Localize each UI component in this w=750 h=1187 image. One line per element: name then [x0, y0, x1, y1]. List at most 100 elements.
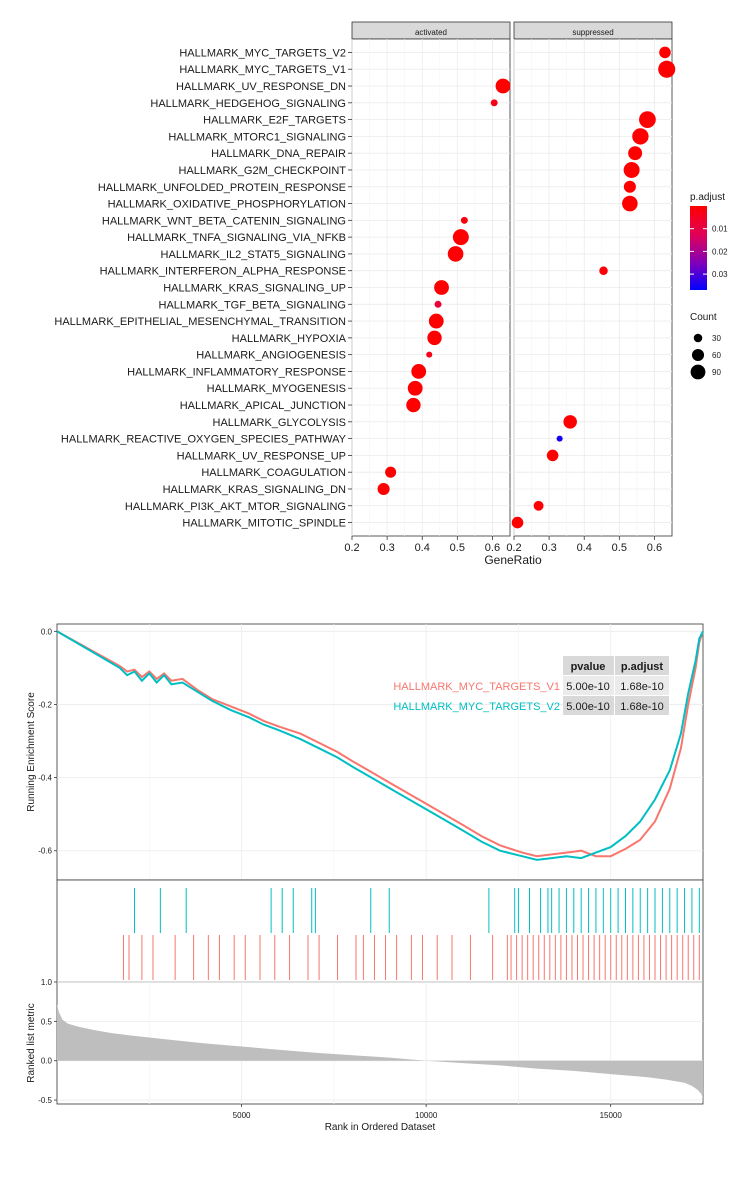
legend-padj-title: p.adjust: [690, 192, 725, 203]
y-tick-label: 0.5: [41, 1017, 53, 1026]
dot: [447, 246, 464, 262]
pathway-label: HALLMARK_ANGIOGENESIS: [196, 350, 346, 362]
pathway-label: HALLMARK_APICAL_JUNCTION: [180, 400, 346, 412]
pathway-label: HALLMARK_IL2_STAT5_SIGNALING: [161, 249, 346, 261]
y-tick-label: -0.4: [38, 774, 52, 783]
colorbar-label: 0.01: [712, 225, 728, 234]
table-row-name: HALLMARK_MYC_TARGETS_V2: [393, 701, 560, 713]
legend-count: Count 30 60 90: [690, 312, 721, 380]
dot: [556, 435, 563, 442]
count-legend-dot: [691, 348, 705, 362]
pathway-label: HALLMARK_PI3K_AKT_MTOR_SIGNALING: [125, 501, 346, 513]
pathway-label: HALLMARK_MYC_TARGETS_V2: [179, 47, 346, 59]
pathway-labels: HALLMARK_MYC_TARGETS_V2 HALLMARK_MYC_TARG…: [54, 47, 352, 530]
count-legend-label: 90: [712, 368, 721, 377]
es-y-axis-title: Running Enrichment Score: [26, 692, 37, 812]
table-header-padjust: p.adjust: [621, 661, 664, 673]
dot: [426, 351, 433, 358]
pathway-label: HALLMARK_HYPOXIA: [232, 333, 347, 345]
table-row-name: HALLMARK_MYC_TARGETS_V1: [393, 681, 560, 693]
colorbar-label: 0.02: [712, 247, 728, 256]
dot: [628, 146, 643, 161]
table-row-pvalue: 5.00e-10: [566, 701, 609, 713]
y-tick-label: 0.0: [41, 627, 53, 636]
y-tick-label: -0.6: [38, 847, 52, 856]
dot: [658, 60, 676, 78]
pathway-label: HALLMARK_MYOGENESIS: [207, 383, 346, 395]
ranked-x-axis-title: Rank in Ordered Dataset: [325, 1122, 436, 1133]
count-legend-label: 60: [712, 351, 721, 360]
pathway-label: HALLMARK_MITOTIC_SPINDLE: [182, 518, 346, 530]
dot: [623, 161, 640, 178]
dot: [460, 216, 468, 224]
pathway-label: HALLMARK_KRAS_SIGNALING_DN: [163, 484, 346, 496]
pathway-label: HALLMARK_G2M_CHECKPOINT: [179, 165, 347, 177]
dot: [452, 229, 469, 246]
pathway-label: HALLMARK_HEDGEHOG_SIGNALING: [150, 98, 346, 110]
x-tick-label: 0.4: [577, 542, 592, 554]
dot: [639, 111, 656, 128]
hits-panel: [56, 879, 704, 983]
dot: [407, 380, 423, 396]
dot: [599, 266, 608, 275]
table-header-pvalue: pvalue: [571, 661, 606, 673]
x-tick-label: 0.6: [485, 542, 500, 554]
x-tick-label: 0.5: [450, 542, 465, 554]
pathway-label: HALLMARK_UNFOLDED_PROTEIN_RESPONSE: [98, 182, 346, 194]
x-tick-label: 0.3: [541, 542, 556, 554]
table-row-pvalue: 5.00e-10: [566, 681, 609, 693]
dot: [511, 516, 524, 529]
x-tick-label: 0.3: [379, 542, 394, 554]
count-legend-dot: [690, 364, 706, 380]
pathway-label: HALLMARK_MYC_TARGETS_V1: [179, 64, 346, 76]
legend-padj: p.adjust 0.01 0.02 0.03: [690, 192, 728, 290]
x-tick-label: 0.2: [506, 542, 521, 554]
dot: [622, 195, 638, 212]
dot: [632, 128, 649, 145]
dotplot: activated suppressed 0.2 0.3 0.4 0.5 0.6 0.2…: [54, 21, 728, 567]
legend-padj-colorbar: [690, 206, 707, 290]
dot: [434, 280, 449, 295]
x-tick-label: 0.4: [415, 542, 430, 554]
pathway-label: HALLMARK_INFLAMMATORY_RESPONSE: [127, 366, 346, 378]
pathway-label: HALLMARK_UV_RESPONSE_DN: [176, 81, 346, 93]
legend-count-title: Count: [690, 312, 717, 323]
x-tick-label: 0.5: [612, 542, 627, 554]
dot: [411, 364, 427, 379]
colorbar-label: 0.03: [712, 270, 728, 279]
dot: [563, 415, 577, 429]
y-tick-label: 1.0: [41, 978, 53, 987]
dot: [385, 466, 397, 478]
pvalue-table: pvalue p.adjust HALLMARK_MYC_TARGETS_V1 …: [393, 656, 669, 715]
dot: [546, 449, 559, 462]
es-line: [56, 630, 704, 861]
pathway-label: HALLMARK_E2F_TARGETS: [203, 115, 346, 127]
dot: [623, 180, 636, 193]
dot: [495, 78, 511, 94]
dot: [434, 300, 442, 308]
y-tick-label: -0.5: [38, 1096, 52, 1105]
facet-label-suppressed: suppressed: [572, 28, 613, 37]
gsea-plot: 0.0 -0.2 -0.4 -0.6 Running Enrichment Score…: [26, 623, 704, 1133]
panel-activated: 0.2 0.3 0.4 0.5 0.6: [344, 38, 511, 554]
pathway-label: HALLMARK_UV_RESPONSE_UP: [177, 450, 346, 462]
pathway-label: HALLMARK_COAGULATION: [201, 467, 346, 479]
pathway-label: HALLMARK_MTORC1_SIGNALING: [168, 131, 346, 143]
dot: [428, 313, 444, 329]
table-row-padjust: 1.68e-10: [620, 701, 663, 713]
pathway-label: HALLMARK_TNFA_SIGNALING_VIA_NFKB: [127, 232, 346, 244]
y-tick-label: -0.2: [38, 700, 52, 709]
y-tick-label: 0.0: [41, 1057, 53, 1066]
dot: [427, 330, 442, 346]
count-legend-label: 30: [712, 334, 721, 343]
ranked-y-axis-title: Ranked list metric: [26, 1003, 37, 1082]
facet-label-activated: activated: [415, 28, 447, 37]
table-row-padjust: 1.68e-10: [620, 681, 663, 693]
x-tick-label: 0.2: [344, 542, 359, 554]
ranked-metric-area: [57, 1004, 703, 1099]
pathway-label: HALLMARK_TGF_BETA_SIGNALING: [159, 299, 346, 311]
pathway-label: HALLMARK_EPITHELIAL_MESENCHYMAL_TRANSITI…: [54, 316, 346, 328]
dot: [659, 46, 671, 59]
